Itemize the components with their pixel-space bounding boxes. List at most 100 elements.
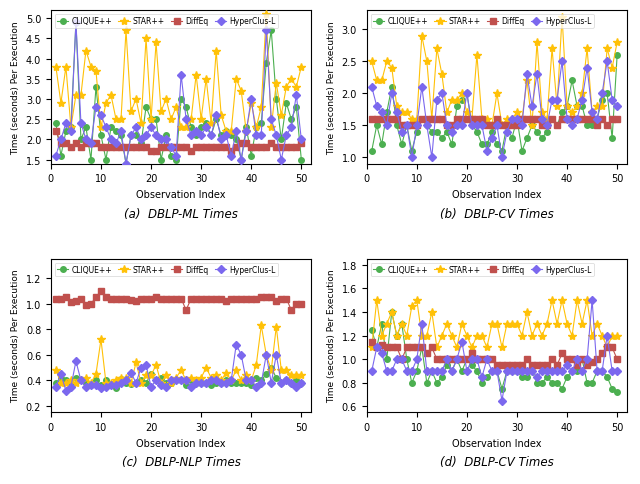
CLIQUE++ bbox=[458, 368, 466, 374]
Line: HyperClus-L: HyperClus-L bbox=[369, 298, 620, 404]
DiffEq bbox=[57, 141, 65, 147]
DiffEq bbox=[147, 296, 155, 302]
DiffEq bbox=[533, 363, 541, 368]
HyperClus-L bbox=[433, 98, 441, 104]
STAR++ bbox=[583, 46, 591, 52]
DiffEq bbox=[127, 297, 135, 303]
DiffEq bbox=[248, 296, 255, 302]
DiffEq bbox=[498, 123, 506, 129]
DiffEq bbox=[298, 301, 305, 307]
HyperClus-L bbox=[523, 72, 531, 78]
HyperClus-L bbox=[67, 129, 75, 135]
CLIQUE++ bbox=[608, 136, 616, 142]
DiffEq bbox=[493, 363, 500, 368]
CLIQUE++ bbox=[177, 97, 185, 103]
STAR++ bbox=[117, 117, 125, 123]
CLIQUE++ bbox=[558, 386, 566, 392]
HyperClus-L bbox=[413, 123, 420, 129]
STAR++ bbox=[197, 375, 205, 381]
DiffEq bbox=[503, 363, 511, 368]
DiffEq bbox=[137, 296, 145, 302]
STAR++ bbox=[388, 66, 396, 72]
STAR++ bbox=[583, 298, 591, 303]
CLIQUE++ bbox=[458, 98, 466, 104]
STAR++ bbox=[102, 380, 110, 386]
HyperClus-L bbox=[72, 20, 80, 26]
DiffEq bbox=[107, 145, 115, 151]
HyperClus-L bbox=[543, 368, 551, 374]
STAR++ bbox=[127, 380, 135, 386]
DiffEq bbox=[473, 357, 481, 363]
HyperClus-L bbox=[588, 110, 596, 116]
STAR++ bbox=[598, 333, 606, 339]
STAR++ bbox=[127, 109, 135, 115]
DiffEq bbox=[423, 117, 431, 122]
HyperClus-L bbox=[428, 155, 436, 161]
STAR++ bbox=[222, 370, 230, 376]
CLIQUE++ bbox=[398, 142, 406, 148]
STAR++ bbox=[182, 125, 190, 131]
CLIQUE++ bbox=[273, 375, 280, 381]
DiffEq bbox=[62, 141, 70, 147]
DiffEq bbox=[268, 295, 275, 301]
DiffEq bbox=[102, 295, 110, 301]
DiffEq bbox=[132, 299, 140, 304]
DiffEq bbox=[458, 357, 466, 363]
HyperClus-L bbox=[398, 129, 406, 135]
Line: HyperClus-L: HyperClus-L bbox=[53, 342, 304, 393]
Y-axis label: Time (seconds) Per Execution: Time (seconds) Per Execution bbox=[11, 21, 20, 154]
CLIQUE++ bbox=[147, 117, 155, 123]
STAR++ bbox=[62, 65, 70, 71]
STAR++ bbox=[608, 333, 616, 339]
STAR++ bbox=[473, 333, 481, 339]
HyperClus-L bbox=[368, 368, 376, 374]
STAR++ bbox=[77, 93, 84, 99]
HyperClus-L bbox=[243, 129, 250, 135]
CLIQUE++ bbox=[383, 110, 390, 116]
DiffEq bbox=[207, 296, 215, 302]
STAR++ bbox=[67, 378, 75, 383]
HyperClus-L bbox=[207, 378, 215, 383]
STAR++ bbox=[232, 367, 240, 373]
CLIQUE++ bbox=[608, 386, 616, 392]
CLIQUE++ bbox=[268, 29, 275, 34]
STAR++ bbox=[523, 78, 531, 84]
HyperClus-L bbox=[433, 368, 441, 374]
HyperClus-L bbox=[188, 133, 195, 139]
STAR++ bbox=[172, 375, 180, 381]
HyperClus-L bbox=[508, 117, 516, 122]
HyperClus-L bbox=[583, 66, 591, 72]
CLIQUE++ bbox=[513, 368, 521, 374]
HyperClus-L bbox=[408, 368, 415, 374]
DiffEq bbox=[52, 129, 60, 135]
DiffEq bbox=[192, 296, 200, 302]
DiffEq bbox=[117, 145, 125, 151]
CLIQUE++ bbox=[257, 121, 265, 127]
DiffEq bbox=[122, 145, 130, 151]
HyperClus-L bbox=[588, 298, 596, 303]
STAR++ bbox=[493, 321, 500, 327]
CLIQUE++ bbox=[583, 123, 591, 129]
DiffEq bbox=[513, 123, 521, 129]
HyperClus-L bbox=[163, 137, 170, 143]
CLIQUE++ bbox=[588, 380, 596, 386]
CLIQUE++ bbox=[163, 380, 170, 386]
CLIQUE++ bbox=[87, 157, 95, 163]
HyperClus-L bbox=[107, 383, 115, 389]
STAR++ bbox=[77, 378, 84, 383]
CLIQUE++ bbox=[232, 380, 240, 386]
HyperClus-L bbox=[393, 357, 401, 363]
STAR++ bbox=[182, 378, 190, 383]
DiffEq bbox=[282, 296, 290, 302]
CLIQUE++ bbox=[167, 153, 175, 159]
STAR++ bbox=[448, 98, 456, 104]
HyperClus-L bbox=[513, 368, 521, 374]
CLIQUE++ bbox=[443, 363, 451, 368]
STAR++ bbox=[268, 125, 275, 131]
CLIQUE++ bbox=[388, 309, 396, 315]
HyperClus-L bbox=[604, 333, 611, 339]
CLIQUE++ bbox=[137, 378, 145, 383]
STAR++ bbox=[282, 85, 290, 91]
HyperClus-L bbox=[403, 123, 411, 129]
CLIQUE++ bbox=[182, 383, 190, 389]
